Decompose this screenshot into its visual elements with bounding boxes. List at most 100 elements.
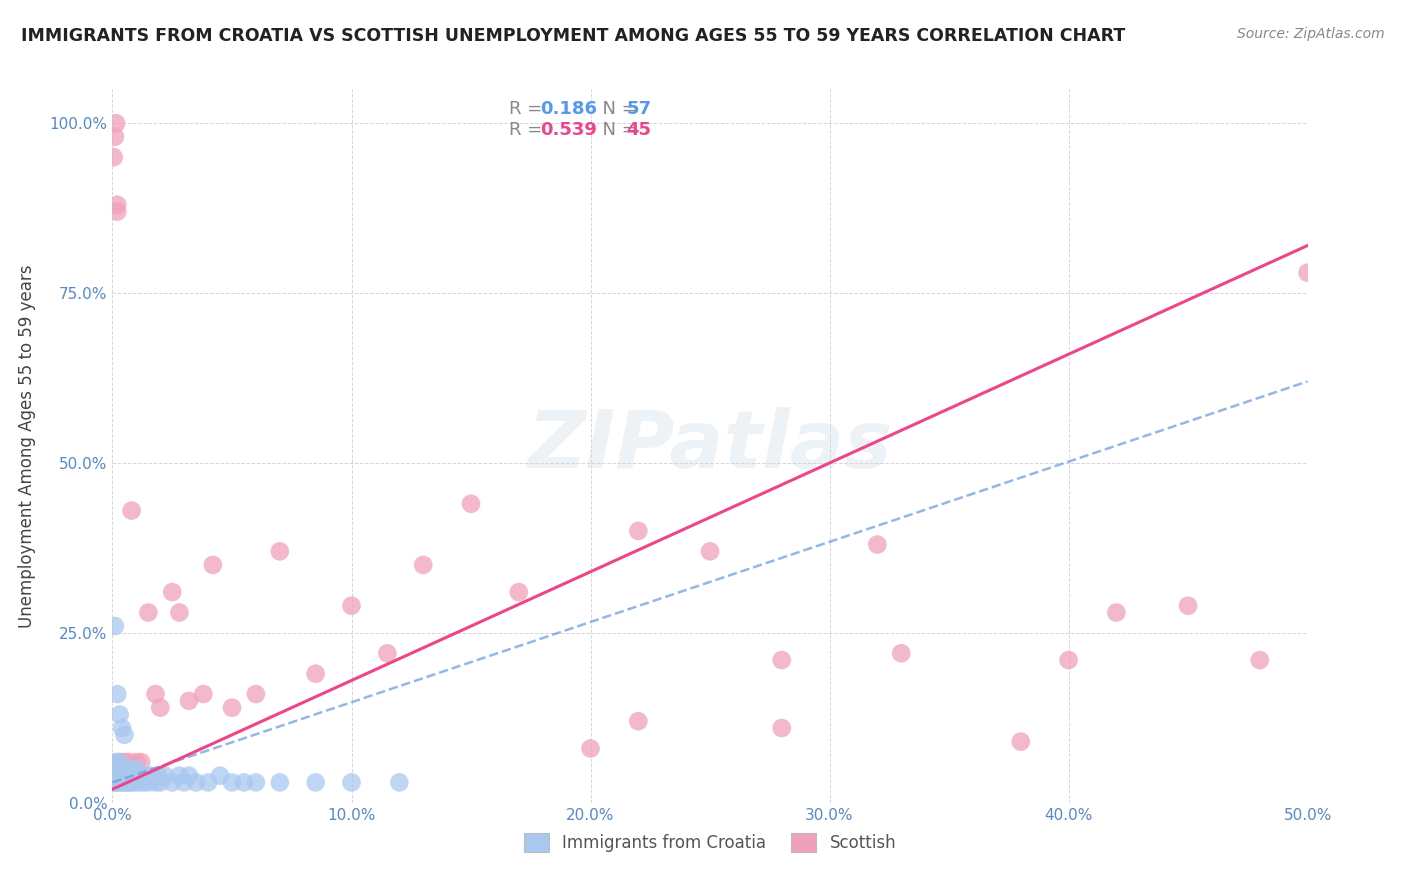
Point: [108, 755, 131, 769]
Point: [1105, 606, 1128, 620]
Point: [104, 619, 127, 633]
Point: [107, 762, 129, 776]
Point: [125, 762, 148, 776]
Point: [128, 775, 150, 789]
Point: [108, 762, 131, 776]
Text: R =: R =: [509, 121, 548, 139]
Point: [201, 558, 224, 572]
Point: [104, 755, 127, 769]
Point: [114, 728, 135, 742]
Point: [177, 694, 200, 708]
Point: [111, 762, 134, 776]
Text: Source: ZipAtlas.com: Source: ZipAtlas.com: [1237, 27, 1385, 41]
Point: [1296, 266, 1319, 280]
Y-axis label: Unemployment Among Ages 55 to 59 years: Unemployment Among Ages 55 to 59 years: [18, 264, 35, 628]
Point: [269, 544, 291, 558]
Point: [111, 762, 134, 776]
Text: R =: R =: [509, 100, 548, 118]
Point: [118, 769, 141, 783]
Point: [177, 769, 200, 783]
Point: [104, 775, 127, 789]
Text: ZIPatlas: ZIPatlas: [527, 407, 893, 485]
Point: [129, 755, 152, 769]
Point: [111, 721, 134, 735]
Point: [377, 646, 399, 660]
Point: [699, 544, 721, 558]
Point: [193, 687, 215, 701]
Text: 45: 45: [627, 121, 651, 139]
Point: [114, 762, 135, 776]
Point: [173, 775, 195, 789]
Point: [866, 537, 889, 551]
Point: [149, 775, 172, 789]
Point: [121, 762, 143, 776]
Point: [114, 769, 135, 783]
Point: [103, 762, 125, 776]
Point: [770, 721, 793, 735]
Point: [221, 775, 243, 789]
Point: [115, 775, 138, 789]
Point: [149, 700, 172, 714]
Point: [105, 116, 128, 130]
Text: N =: N =: [591, 100, 643, 118]
Point: [627, 524, 650, 538]
Text: IMMIGRANTS FROM CROATIA VS SCOTTISH UNEMPLOYMENT AMONG AGES 55 TO 59 YEARS CORRE: IMMIGRANTS FROM CROATIA VS SCOTTISH UNEM…: [21, 27, 1125, 45]
Point: [579, 741, 602, 756]
Point: [245, 687, 267, 701]
Point: [108, 707, 131, 722]
Point: [138, 606, 160, 620]
Point: [138, 775, 160, 789]
Point: [135, 769, 157, 783]
Point: [114, 755, 135, 769]
Point: [111, 775, 134, 789]
Point: [118, 775, 141, 789]
Point: [1249, 653, 1271, 667]
Point: [105, 204, 128, 219]
Point: [162, 775, 183, 789]
Point: [186, 775, 208, 789]
Point: [145, 687, 167, 701]
Point: [388, 775, 411, 789]
Point: [412, 558, 434, 572]
Point: [121, 775, 143, 789]
Point: [125, 755, 148, 769]
Point: [153, 769, 176, 783]
Point: [122, 769, 145, 783]
Point: [1177, 599, 1199, 613]
Point: [139, 769, 162, 783]
Point: [110, 769, 132, 783]
Point: [105, 769, 128, 783]
Point: [104, 769, 127, 783]
Point: [115, 769, 138, 783]
Legend: Immigrants from Croatia, Scottish: Immigrants from Croatia, Scottish: [517, 827, 903, 859]
Point: [105, 198, 128, 212]
Point: [221, 700, 243, 714]
Point: [108, 775, 131, 789]
Point: [105, 775, 128, 789]
Point: [111, 769, 134, 783]
Point: [340, 599, 363, 613]
Text: 0.539: 0.539: [540, 121, 598, 139]
Point: [460, 497, 482, 511]
Text: 57: 57: [627, 100, 651, 118]
Point: [245, 775, 267, 789]
Text: N =: N =: [591, 121, 643, 139]
Point: [104, 762, 127, 776]
Point: [145, 775, 167, 789]
Point: [125, 769, 148, 783]
Text: 0.186: 0.186: [540, 100, 598, 118]
Point: [118, 755, 141, 769]
Point: [115, 762, 138, 776]
Point: [269, 775, 291, 789]
Point: [1010, 734, 1032, 748]
Point: [305, 775, 328, 789]
Point: [105, 775, 128, 789]
Point: [105, 687, 128, 701]
Point: [162, 585, 183, 599]
Point: [107, 769, 129, 783]
Point: [129, 769, 152, 783]
Point: [132, 775, 155, 789]
Point: [209, 769, 232, 783]
Point: [105, 769, 128, 783]
Point: [104, 129, 127, 144]
